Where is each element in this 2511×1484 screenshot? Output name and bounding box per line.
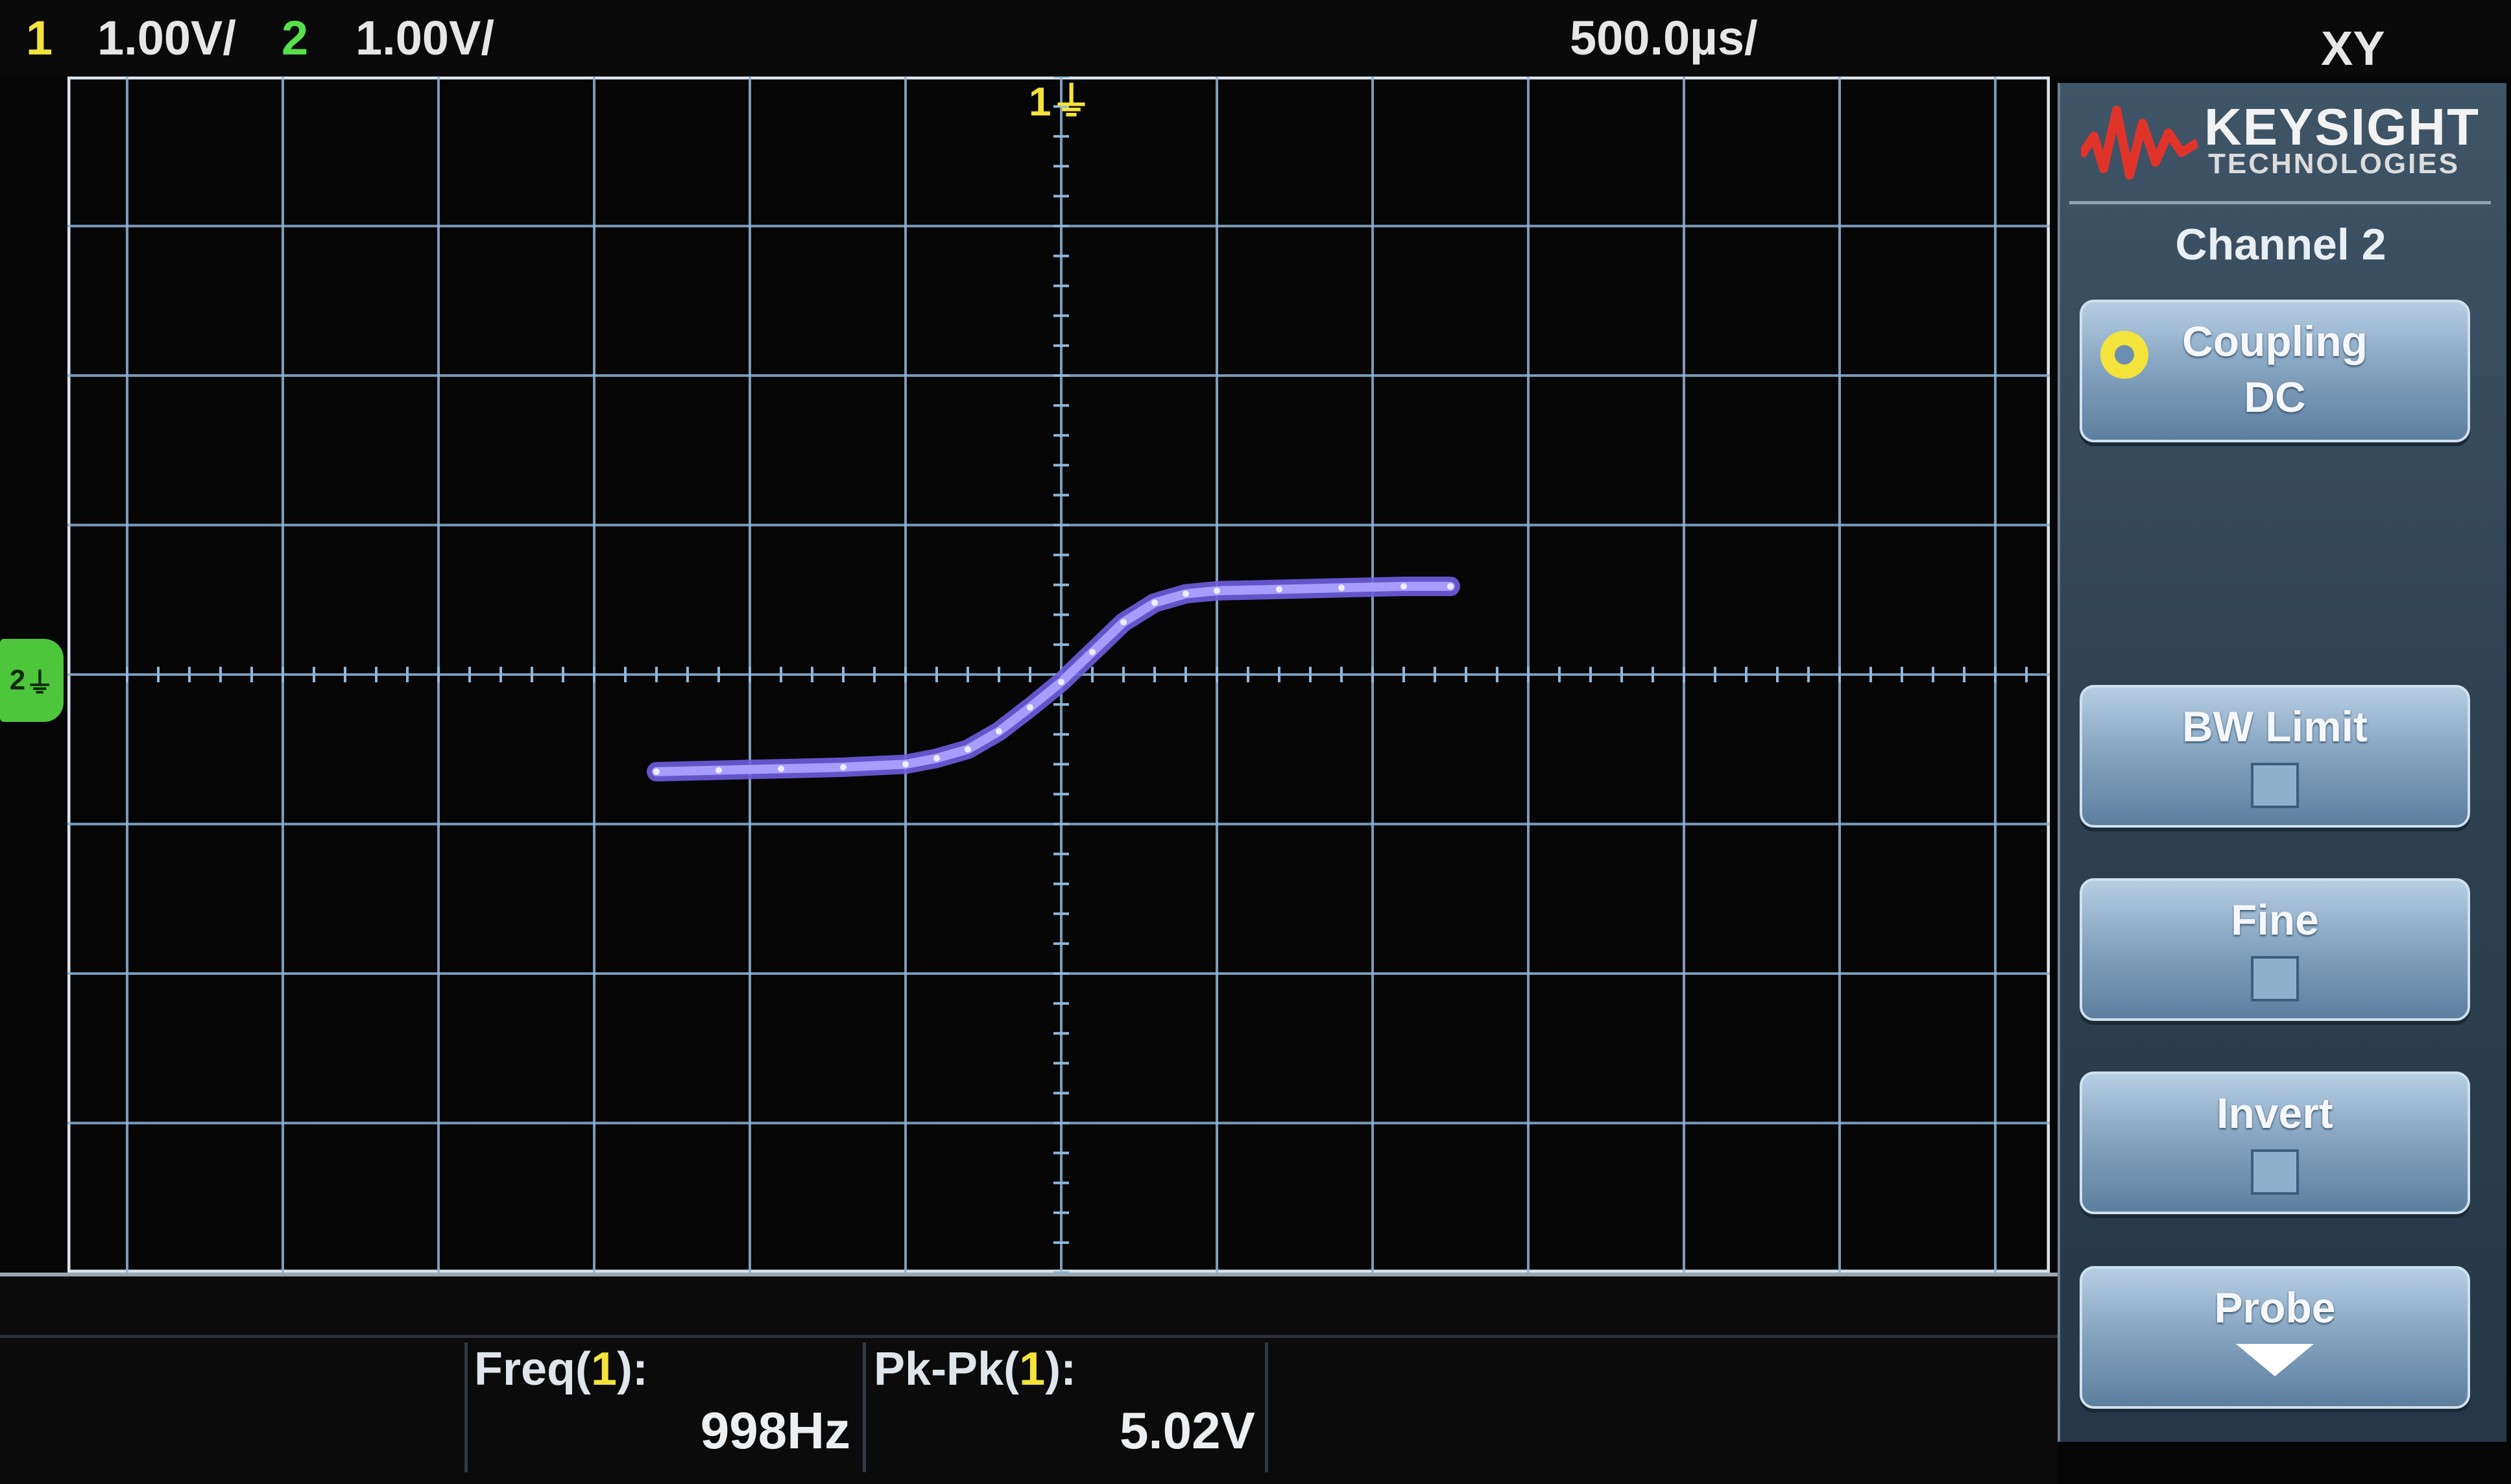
invert-label: Invert — [2217, 1089, 2333, 1137]
pkpk-channel: 1 — [1019, 1343, 1046, 1395]
submenu-arrow-icon — [2236, 1344, 2314, 1376]
channel-1-number[interactable]: 1 — [26, 11, 53, 65]
xy-trace-point — [1120, 619, 1127, 626]
freq-label: Freq(1): — [474, 1343, 648, 1396]
xy-trace-point — [1276, 586, 1282, 593]
bw-limit-softkey[interactable]: BW Limit — [2080, 685, 2470, 828]
pkpk-label-prefix: Pk-Pk( — [874, 1343, 1020, 1395]
freq-label-prefix: Freq( — [474, 1343, 591, 1395]
xy-trace-point — [1214, 587, 1220, 594]
xy-trace-point — [1183, 590, 1189, 597]
xy-trace-point — [715, 767, 722, 774]
channel-1-ground-label: 1 — [1029, 80, 1051, 125]
pkpk-value: 5.02V — [1119, 1402, 1255, 1459]
waveform-display[interactable] — [67, 77, 2050, 1273]
freq-value: 998Hz — [700, 1402, 850, 1459]
channel-2-scale[interactable]: 1.00V/ — [355, 11, 494, 65]
coupling-label: Coupling — [2182, 317, 2368, 365]
channel-2-number[interactable]: 2 — [282, 11, 309, 65]
xy-trace-point — [1400, 583, 1407, 590]
freq-label-suffix: ): — [617, 1343, 648, 1395]
brand-name: KEYSIGHT — [2204, 98, 2480, 156]
xy-trace-point — [1338, 584, 1345, 592]
xy-trace-point — [840, 763, 847, 771]
coupling-softkey[interactable]: Coupling DC — [2080, 300, 2470, 442]
measurement-separator — [1265, 1343, 1268, 1472]
menu-title: Channel 2 — [2175, 220, 2386, 269]
timebase-readout[interactable]: 500.0µs/ — [1570, 11, 1758, 65]
freq-measurement[interactable]: Freq(1): 998Hz — [464, 1343, 863, 1472]
brand-subtitle: TECHNOLOGIES — [2208, 148, 2460, 180]
measurement-bar — [0, 1273, 2058, 1484]
pkpk-measurement[interactable]: Pk-Pk(1): 5.02V — [863, 1343, 1268, 1472]
coupling-value: DC — [2244, 373, 2306, 421]
xy-trace-point — [965, 746, 971, 753]
probe-softkey[interactable]: Probe — [2080, 1266, 2470, 1409]
fine-checkbox[interactable] — [2251, 956, 2299, 1001]
xy-trace-point — [1089, 649, 1096, 656]
channel-2-ground-label: 2 — [9, 664, 26, 696]
xy-trace-point — [996, 728, 1002, 735]
keysight-logo-icon — [2081, 106, 2198, 180]
xy-trace-point — [653, 768, 660, 775]
display-mode[interactable]: XY — [2321, 21, 2385, 75]
fine-label: Fine — [2231, 896, 2319, 944]
bw-limit-label: BW Limit — [2182, 702, 2368, 750]
xy-trace-point — [778, 765, 784, 772]
channel-2-ground-marker[interactable]: 2 ⏚ — [0, 639, 64, 722]
pkpk-label-suffix: ): — [1045, 1343, 1077, 1395]
invert-softkey[interactable]: Invert — [2080, 1071, 2470, 1214]
pkpk-label: Pk-Pk(1): — [874, 1343, 1076, 1396]
xy-trace-point — [933, 755, 940, 762]
xy-trace-point — [1447, 583, 1454, 590]
channel-1-scale[interactable]: 1.00V/ — [97, 11, 236, 65]
probe-label: Probe — [2214, 1284, 2336, 1332]
freq-channel: 1 — [591, 1343, 618, 1395]
entry-knob-icon — [2100, 331, 2148, 379]
brand-divider — [2069, 201, 2491, 204]
xy-trace-point — [1027, 704, 1033, 711]
fine-softkey[interactable]: Fine — [2080, 878, 2470, 1021]
graticule-grid — [67, 77, 2050, 1273]
xy-trace-point — [1058, 678, 1064, 686]
bw-limit-checkbox[interactable] — [2251, 763, 2299, 808]
status-bar — [0, 0, 2511, 77]
invert-checkbox[interactable] — [2251, 1149, 2299, 1195]
measurement-divider — [0, 1335, 2058, 1338]
xy-trace-point — [902, 761, 909, 768]
xy-trace-point — [1151, 599, 1158, 606]
channel-1-ground-marker[interactable]: 1⏚ — [1029, 80, 1092, 125]
